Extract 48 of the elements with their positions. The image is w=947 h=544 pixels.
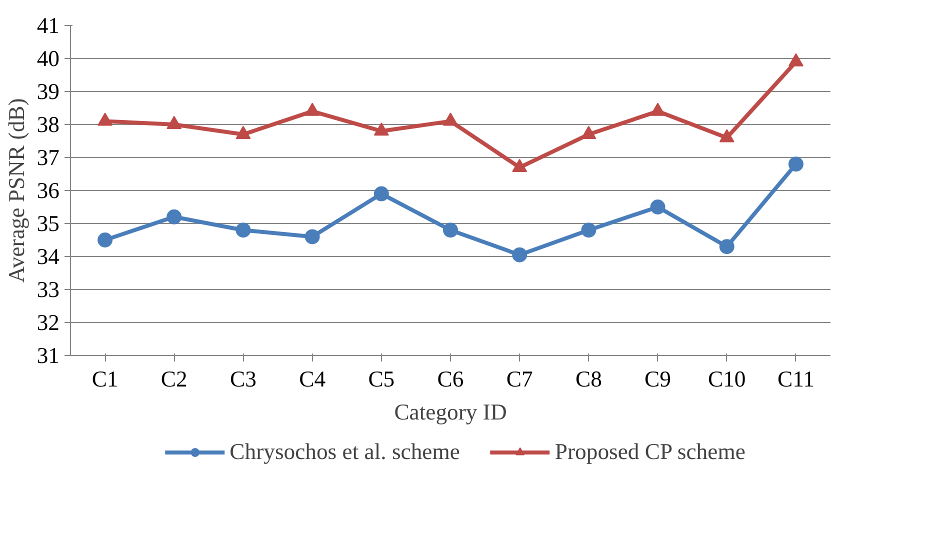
point (443, 112, 458, 126)
point (512, 158, 528, 172)
point (719, 239, 734, 254)
point (581, 126, 596, 139)
x-tick-label: C8 (575, 366, 602, 392)
y-tick-label: 40 (36, 46, 60, 71)
x-tick-label: C11 (777, 366, 814, 392)
x-tick-label: C5 (368, 366, 395, 392)
point (650, 200, 666, 214)
y-tick-label: 36 (36, 178, 60, 203)
point (236, 222, 251, 238)
x-tick-label: C10 (708, 366, 746, 392)
point (788, 156, 804, 172)
point (374, 186, 389, 202)
x-tick-label: C2 (160, 366, 188, 392)
point (650, 102, 666, 116)
x-axis-title: Category ID (394, 400, 507, 424)
point (512, 247, 528, 262)
x-tick-label: C9 (644, 366, 672, 392)
point (166, 116, 182, 130)
point (304, 102, 320, 116)
point (788, 53, 804, 66)
point (719, 129, 734, 142)
y-tick-label: 31 (36, 343, 60, 368)
point (443, 222, 458, 238)
point (166, 209, 182, 224)
y-tick-label: 33 (36, 277, 60, 302)
y-tick-label: 38 (36, 112, 60, 137)
y-tick-label: 41 (36, 13, 60, 38)
point (581, 222, 596, 238)
x-tick-label: C7 (506, 366, 533, 392)
point (98, 232, 113, 248)
y-tick-label: 35 (36, 211, 60, 236)
point (98, 112, 113, 126)
point (374, 122, 389, 136)
point (236, 126, 251, 139)
y-tick-label: 39 (36, 79, 60, 104)
x-tick-label: C6 (437, 366, 464, 392)
legend-label: Proposed CP scheme (554, 439, 746, 465)
x-tick-label: C4 (299, 366, 326, 392)
x-tick-label: C1 (92, 366, 118, 392)
y-tick-label: 37 (36, 145, 60, 170)
legend-label: Chrysochos et al. scheme (230, 439, 460, 465)
y-tick-label: 32 (36, 310, 60, 335)
y-axis-title: Average PSNR (dB) (4, 98, 29, 283)
y-tick-label: 34 (36, 244, 60, 269)
x-tick-label: C3 (230, 366, 256, 392)
point (304, 229, 320, 244)
